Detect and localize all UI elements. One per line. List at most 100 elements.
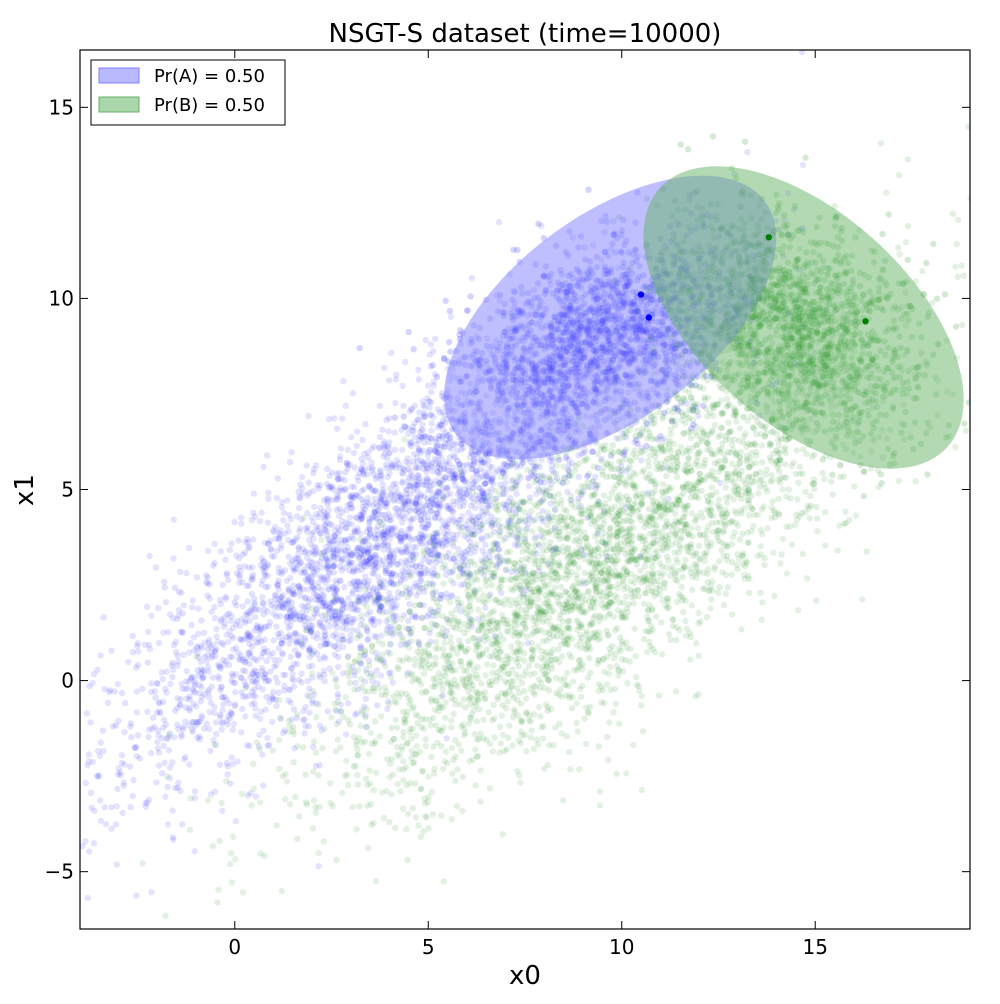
- scatter-point: [110, 723, 116, 729]
- scatter-point: [441, 356, 447, 362]
- scatter-point: [121, 761, 127, 767]
- scatter-point: [490, 481, 496, 487]
- scatter-point: [340, 644, 346, 650]
- scatter-point: [284, 522, 290, 528]
- scatter-point: [385, 557, 391, 563]
- scatter-point: [360, 486, 366, 492]
- scatter-point: [447, 348, 453, 354]
- scatter-point: [319, 623, 325, 629]
- scatter-point: [311, 571, 317, 577]
- scatter-point: [350, 390, 356, 396]
- scatter-point: [188, 622, 194, 628]
- scatter-point: [343, 626, 349, 632]
- scatter-point: [407, 441, 413, 447]
- scatter-point: [261, 606, 267, 612]
- scatter-point: [155, 727, 161, 733]
- scatter-point: [100, 614, 106, 620]
- scatter-point: [258, 709, 264, 715]
- scatter-point: [431, 565, 437, 571]
- scatter-point: [358, 456, 364, 462]
- scatter-point: [152, 694, 158, 700]
- scatter-point: [421, 410, 427, 416]
- scatter-point: [148, 689, 154, 695]
- scatter-point: [413, 440, 419, 446]
- scatter-point: [166, 747, 172, 753]
- scatter-point: [96, 774, 102, 780]
- scatter-point: [155, 605, 161, 611]
- scatter-point: [130, 777, 136, 783]
- scatter-point: [377, 499, 383, 505]
- scatter-point: [513, 491, 519, 497]
- scatter-point: [86, 751, 92, 757]
- scatter-point: [386, 439, 392, 445]
- scatter-point: [209, 653, 215, 659]
- scatter-point: [210, 563, 216, 569]
- scatter-point: [324, 555, 330, 561]
- scatter-point: [219, 694, 225, 700]
- scatter-point: [215, 661, 221, 667]
- scatter-point: [381, 365, 387, 371]
- scatter-point: [345, 465, 351, 471]
- scatter-point: [333, 624, 339, 630]
- scatter-point: [200, 675, 206, 681]
- scatter-point: [153, 564, 159, 570]
- scatter-point: [225, 713, 231, 719]
- scatter-point: [412, 612, 418, 618]
- scatter-point: [183, 570, 189, 576]
- scatter-point: [420, 481, 426, 487]
- scatter-point: [420, 398, 426, 404]
- scatter-point: [240, 552, 246, 558]
- scatter-point: [330, 563, 336, 569]
- scatter-point: [238, 637, 244, 643]
- scatter-point: [181, 756, 187, 762]
- scatter-point: [111, 688, 117, 694]
- scatter-point: [272, 591, 278, 597]
- scatter-point: [239, 706, 245, 712]
- scatter-point: [134, 709, 140, 715]
- scatter-point: [310, 744, 316, 750]
- scatter-point: [217, 762, 223, 768]
- scatter-point: [427, 447, 433, 453]
- scatter-point: [345, 447, 351, 453]
- scatter-point: [343, 537, 349, 543]
- scatter-point: [207, 595, 213, 601]
- scatter-point: [191, 647, 197, 653]
- scatter-point: [315, 863, 321, 869]
- scatter-point: [291, 611, 297, 617]
- scatter-point: [369, 570, 375, 576]
- scatter-point: [279, 640, 285, 646]
- scatter-point: [399, 383, 405, 389]
- scatter-point: [278, 545, 284, 551]
- scatter-point: [429, 420, 435, 426]
- scatter-point: [399, 538, 405, 544]
- scatter-point: [398, 495, 404, 501]
- scatter-point: [342, 487, 348, 493]
- scatter-point: [162, 794, 168, 800]
- scatter-point: [263, 623, 269, 629]
- scatter-point: [244, 612, 250, 618]
- scatter-point: [229, 671, 235, 677]
- scatter-point: [356, 554, 362, 560]
- scatter-point: [181, 602, 187, 608]
- scatter-point: [744, 149, 750, 155]
- scatter-point: [341, 584, 347, 590]
- scatter-point: [265, 496, 271, 502]
- scatter-point: [470, 499, 476, 505]
- scatter-point: [455, 546, 461, 552]
- scatter-point: [311, 504, 317, 510]
- scatter-point: [134, 688, 140, 694]
- scatter-point: [224, 771, 230, 777]
- scatter-point: [321, 516, 327, 522]
- scatter-point: [198, 659, 204, 665]
- scatter-point: [171, 517, 177, 523]
- scatter-point: [285, 528, 291, 534]
- scatter-point: [259, 594, 265, 600]
- scatter-point: [375, 532, 381, 538]
- scatter-point: [240, 693, 246, 699]
- scatter-point: [224, 760, 230, 766]
- scatter-point: [175, 653, 181, 659]
- scatter-point: [450, 469, 456, 475]
- scatter-point: [150, 715, 156, 721]
- scatter-point: [473, 478, 479, 484]
